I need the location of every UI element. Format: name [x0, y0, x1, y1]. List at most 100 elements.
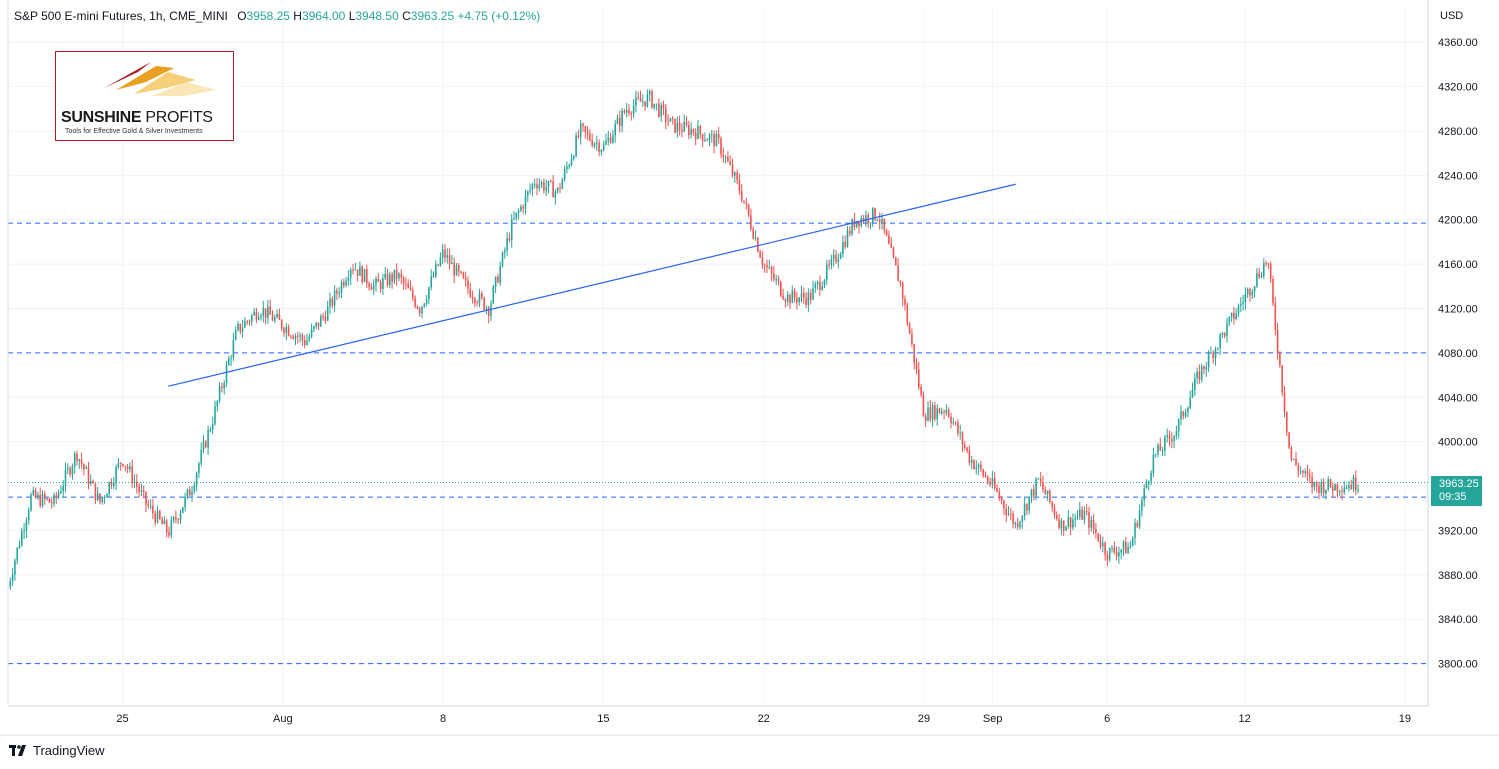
candle-body	[809, 292, 812, 300]
candle-body	[1276, 329, 1279, 353]
candle-body	[959, 432, 961, 434]
candle-body	[1315, 481, 1318, 486]
candle-body	[257, 317, 260, 320]
candle-body	[191, 491, 193, 496]
candle-body	[660, 104, 662, 117]
candle-body	[1007, 513, 1010, 515]
candle-body	[23, 530, 25, 532]
symbol-label[interactable]: S&P 500 E-mini Futures, 1h, CME_MINI	[14, 9, 228, 23]
candle-body	[370, 287, 373, 290]
candle-body	[950, 416, 952, 424]
candle-body	[184, 496, 186, 508]
candle-body	[462, 272, 465, 278]
candle-body	[1180, 411, 1182, 420]
candle-body	[1125, 541, 1127, 554]
trend-line-group[interactable]	[168, 183, 1016, 387]
candle-body	[345, 280, 347, 286]
candle-body	[936, 408, 938, 420]
candle-body	[384, 273, 386, 279]
candle-body	[347, 277, 350, 281]
candle-body	[699, 126, 702, 135]
currency-label: USD	[1440, 10, 1464, 22]
candle-body	[1081, 509, 1083, 520]
candle-body	[694, 132, 697, 139]
candle-body	[267, 306, 269, 318]
candle-body	[34, 490, 37, 498]
candle-body	[1297, 465, 1300, 472]
candle-body	[1322, 482, 1325, 494]
candle-body	[455, 264, 458, 276]
candle-body	[329, 298, 331, 307]
candle-body	[706, 139, 708, 141]
candle-body	[552, 181, 554, 198]
candle-body	[467, 280, 469, 289]
candle-body	[1240, 303, 1242, 306]
candle-body	[883, 218, 886, 231]
candle-body	[216, 400, 219, 407]
candle-body	[849, 230, 851, 235]
candle-body	[757, 237, 759, 252]
candle-body	[437, 264, 439, 266]
candle-body	[743, 200, 745, 203]
candle-body	[271, 314, 274, 321]
candle-body	[87, 467, 90, 484]
candle-body	[41, 494, 44, 506]
candle-body	[513, 218, 515, 220]
grid-lines	[8, 6, 1428, 706]
candle-body	[343, 282, 345, 286]
candle-body	[823, 279, 826, 287]
candle-body	[987, 476, 989, 483]
candle-body	[188, 489, 191, 496]
y-tick-label: 4120.00	[1438, 304, 1478, 316]
candle-body	[504, 250, 506, 253]
candle-body	[163, 520, 166, 525]
candle-body	[711, 134, 713, 136]
candle-body	[821, 286, 823, 290]
candle-body	[297, 335, 299, 337]
candle-body	[1166, 435, 1168, 437]
candle-body	[228, 358, 230, 366]
tradingview-brand[interactable]: TradingView	[9, 743, 105, 758]
candle-body	[485, 307, 488, 310]
candle-body	[614, 123, 616, 136]
candle-body	[476, 302, 478, 304]
candle-body	[55, 495, 58, 498]
candle-body	[1279, 352, 1281, 366]
high-label: H	[293, 9, 302, 23]
candle-body	[483, 297, 485, 310]
candle-body	[832, 254, 835, 259]
candle-body	[529, 189, 531, 192]
candle-body	[320, 316, 322, 327]
candle-body	[195, 473, 198, 486]
candle-body	[1145, 483, 1148, 488]
candle-body	[1311, 477, 1313, 488]
candle-body	[122, 463, 124, 466]
candle-body	[1016, 523, 1019, 528]
candle-body	[1205, 367, 1208, 370]
candle-body	[996, 488, 998, 492]
candle-body	[777, 279, 780, 282]
candle-body	[653, 103, 656, 108]
candle-body	[607, 137, 610, 141]
candle-body	[90, 481, 92, 484]
candle-body	[414, 298, 416, 307]
candle-body	[37, 494, 39, 498]
candle-body	[317, 322, 320, 327]
candle-body	[782, 295, 784, 300]
candle-body	[198, 463, 200, 474]
candle-body	[280, 319, 283, 329]
candle-body	[828, 264, 830, 266]
candle-body	[1085, 510, 1088, 513]
candle-body	[577, 135, 580, 137]
candle-body	[605, 140, 607, 145]
candle-body	[835, 254, 837, 262]
candle-body	[642, 101, 644, 103]
candle-body	[73, 453, 76, 467]
candle-body	[1113, 547, 1116, 553]
candle-body	[1072, 519, 1074, 528]
candle-body	[1033, 489, 1035, 496]
candle-body	[432, 276, 435, 278]
candle-body	[602, 144, 605, 151]
candle-body	[44, 494, 46, 499]
